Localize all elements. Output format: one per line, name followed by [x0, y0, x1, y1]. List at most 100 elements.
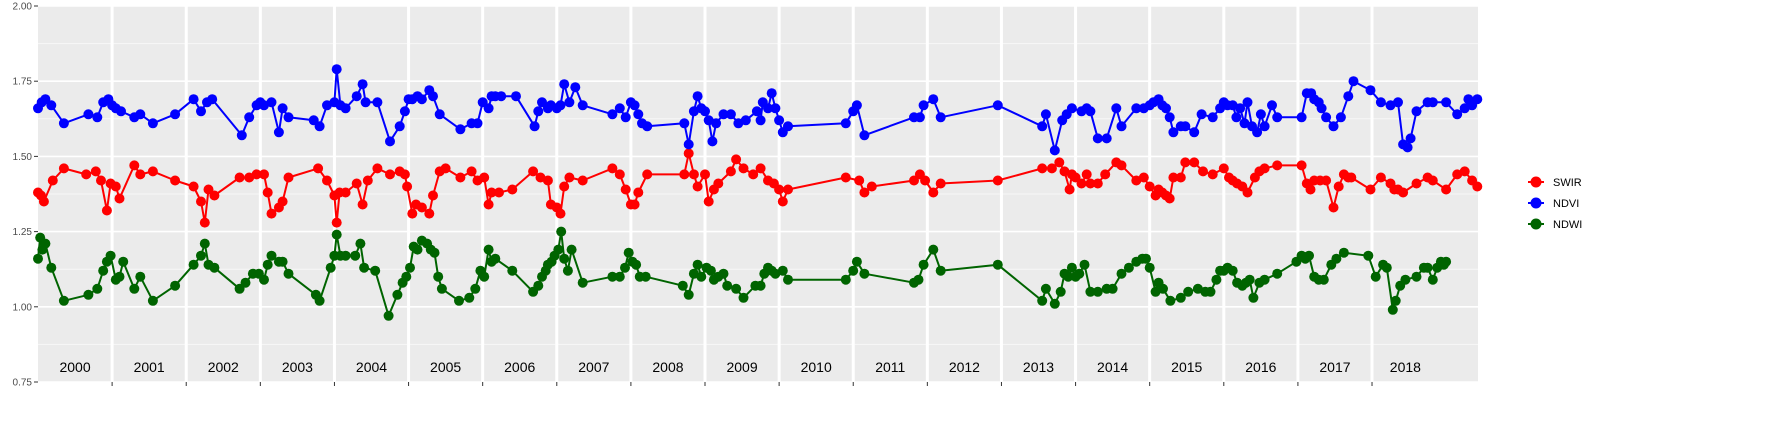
- swir-data-point: [81, 169, 92, 180]
- ndvi-data-point: [770, 103, 781, 114]
- ndwi-data-point: [355, 238, 366, 249]
- swir-data-point: [1459, 166, 1470, 177]
- swir-data-point: [935, 178, 946, 189]
- ndwi-data-point: [359, 262, 370, 273]
- ndvi-data-point: [1328, 121, 1339, 132]
- ndvi-data-point: [1472, 94, 1483, 105]
- ndwi-data-point: [559, 253, 570, 264]
- ndwi-data-point: [105, 250, 116, 261]
- ndvi-data-point: [740, 115, 751, 126]
- ndwi-data-point: [562, 265, 573, 276]
- swir-data-point: [1189, 157, 1200, 168]
- ndvi-data-point: [620, 112, 631, 123]
- year-label: 2000: [59, 359, 90, 375]
- ndvi-data-point: [577, 100, 588, 111]
- ndwi-data-point: [429, 247, 440, 258]
- swir-data-point: [748, 169, 759, 180]
- ndvi-data-point: [992, 100, 1003, 111]
- swir-data-point: [783, 184, 793, 195]
- ndvi-data-point: [116, 106, 126, 117]
- ndwi-data-point: [405, 262, 415, 273]
- ndwi-data-point: [913, 274, 924, 285]
- ndvi-data-point: [1235, 103, 1246, 114]
- swir-data-point: [114, 193, 125, 204]
- ndwi-data-point: [631, 259, 642, 270]
- year-label: 2012: [949, 359, 980, 375]
- ndwi-data-point: [283, 268, 294, 279]
- ndwi-data-point: [114, 271, 125, 282]
- ndwi-data-point: [851, 256, 862, 267]
- ndvi-data-point: [766, 88, 777, 99]
- ndvi-data-point: [273, 127, 284, 138]
- y-tick-label: 2.00: [13, 2, 33, 13]
- swir-data-point: [331, 217, 342, 228]
- swir-data-point: [259, 169, 269, 180]
- ndwi-data-point: [331, 229, 342, 240]
- ndvi-data-point: [692, 91, 703, 102]
- ndvi-data-point: [1066, 103, 1077, 114]
- ndwi-data-point: [1370, 271, 1381, 282]
- swir-data-point: [372, 163, 383, 174]
- ndwi-data-point: [928, 244, 939, 255]
- ndvi-data-point: [399, 106, 410, 117]
- swir-data-point: [700, 169, 710, 180]
- swir-data-point: [774, 184, 785, 195]
- ndwi-data-point: [1085, 286, 1096, 297]
- ndwi-data-point: [262, 259, 273, 270]
- swir-data-point: [731, 154, 742, 165]
- ndwi-data-point: [859, 268, 870, 279]
- ndwi-data-point: [935, 265, 946, 276]
- year-label: 2009: [726, 359, 757, 375]
- year-label: 2015: [1171, 359, 1202, 375]
- swir-data-point: [1207, 169, 1218, 180]
- swir-data-point: [620, 184, 631, 195]
- swir-data-point: [577, 175, 588, 186]
- ndvi-data-point: [385, 136, 395, 147]
- ndwi-data-point: [1331, 253, 1342, 264]
- ndwi-data-point: [392, 289, 403, 300]
- ndvi-data-point: [1161, 103, 1171, 114]
- swir-data-point: [251, 169, 262, 180]
- ndvi-data-point: [1365, 85, 1376, 96]
- ndwi-data-point: [1259, 274, 1270, 285]
- swir-data-point: [1272, 160, 1283, 171]
- swir-data-point: [96, 175, 106, 186]
- ndvi-data-point: [1393, 97, 1403, 108]
- swir-data-point: [277, 196, 288, 207]
- swir-data-point: [1398, 187, 1409, 198]
- ndwi-data-point: [1158, 283, 1168, 294]
- ndvi-data-point: [1427, 97, 1438, 108]
- ndvi-data-point: [1131, 103, 1142, 114]
- swir-data-point: [920, 175, 931, 186]
- swir-data-point: [1168, 172, 1179, 183]
- year-label: 2004: [356, 359, 387, 375]
- ndwi-data-point: [607, 271, 618, 282]
- swir-data-point: [101, 205, 112, 216]
- ndwi-data-point: [325, 262, 336, 273]
- ndvi-data-point: [1375, 97, 1386, 108]
- ndvi-data-point: [266, 97, 277, 108]
- swir-data-point: [1375, 172, 1386, 183]
- ndvi-data-point: [1092, 133, 1103, 144]
- ndwi-data-point: [677, 280, 688, 291]
- swir-data-point: [1305, 184, 1316, 195]
- year-label: 2018: [1390, 359, 1421, 375]
- swir-data-point: [440, 163, 451, 174]
- ndwi-data-point: [1055, 286, 1066, 297]
- ndwi-data-point: [731, 283, 742, 294]
- swir-data-point: [738, 163, 749, 174]
- swir-data-point: [313, 163, 324, 174]
- series-points: [33, 64, 1483, 321]
- swir-data-point: [928, 187, 939, 198]
- ndwi-data-point: [170, 280, 181, 291]
- ndvi-data-point: [1231, 112, 1242, 123]
- swir-data-point: [1180, 157, 1191, 168]
- swir-data-point: [199, 217, 210, 228]
- ndvi-data-point: [1296, 112, 1307, 123]
- ndvi-data-point: [244, 112, 255, 123]
- ndvi-data-point: [1189, 127, 1200, 138]
- ndwi-data-point: [277, 256, 288, 267]
- ndvi-data-point: [135, 109, 146, 120]
- ndwi-data-point: [1318, 274, 1329, 285]
- ndwi-data-point: [412, 244, 423, 255]
